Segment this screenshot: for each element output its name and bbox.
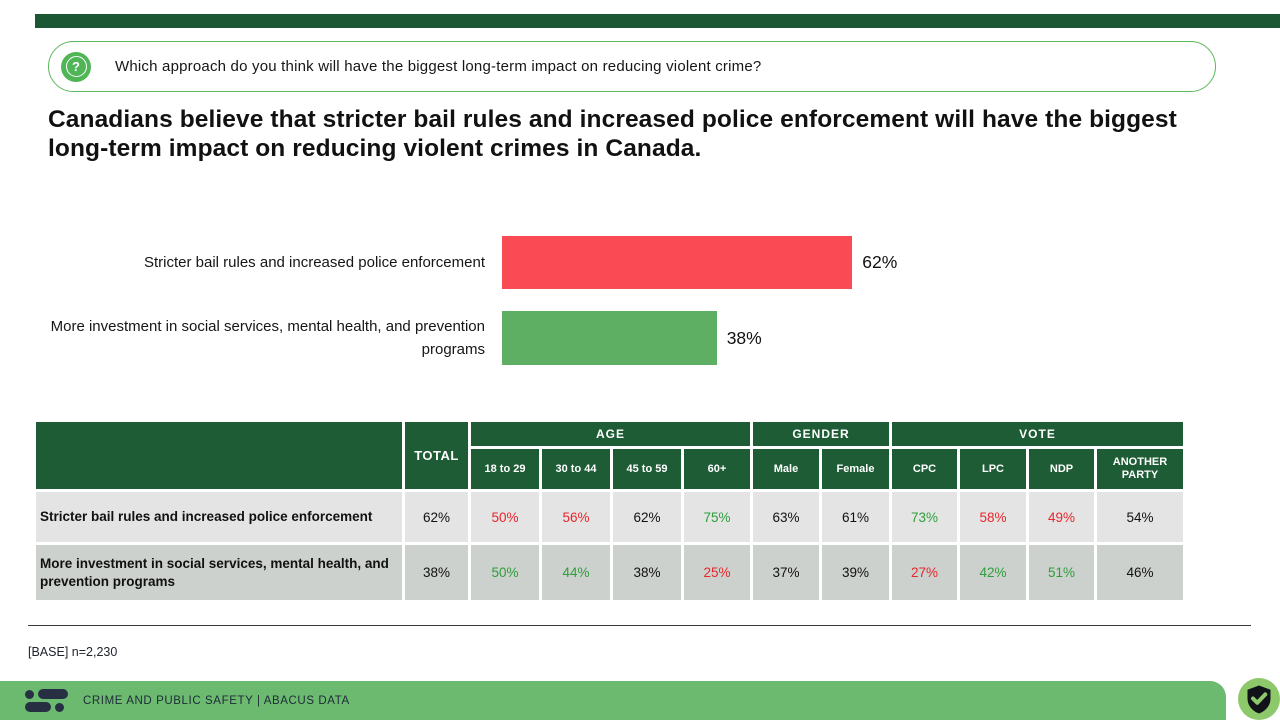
- cell-invest-female: 39%: [822, 545, 889, 600]
- cell-invest-45to59: 38%: [613, 545, 681, 600]
- table-row-investment: More investment in social services, ment…: [36, 545, 1183, 600]
- bar-label-investment: More investment in social services, ment…: [50, 317, 485, 358]
- header-cpc: CPC: [892, 449, 957, 489]
- cell-bail-male: 63%: [753, 492, 819, 542]
- header-lpc: LPC: [960, 449, 1026, 489]
- cell-invest-cpc: 27%: [892, 545, 957, 600]
- abacus-logo-row-top: [25, 689, 68, 699]
- shield-check-icon: [1238, 678, 1280, 720]
- cell-invest-male: 37%: [753, 545, 819, 600]
- header-group-vote: VOTE: [892, 422, 1183, 446]
- table-row-bail: Stricter bail rules and increased police…: [36, 492, 1183, 542]
- header-group-gender: GENDER: [753, 422, 889, 446]
- header-45to59: 45 to 59: [613, 449, 681, 489]
- cell-bail-lpc: 58%: [960, 492, 1026, 542]
- header-group-age: AGE: [471, 422, 750, 446]
- cell-bail-another: 54%: [1097, 492, 1183, 542]
- table-subheader-row: 18 to 29 30 to 44 45 to 59 60+ Male Fema…: [36, 449, 1183, 489]
- logo-dot: [55, 702, 64, 712]
- bar-bail: [502, 236, 853, 289]
- crosstab-table: TOTAL AGE GENDER VOTE 18 to 29 30 to 44 …: [33, 419, 1186, 603]
- report-title: CRIME AND PUBLIC SAFETY | ABACUS DATA: [83, 694, 350, 707]
- cell-invest-18to29: 50%: [471, 545, 539, 600]
- question-banner: ? Which approach do you think will have …: [48, 41, 1216, 92]
- header-30to44: 30 to 44: [542, 449, 610, 489]
- headline: Canadians believe that stricter bail rul…: [48, 106, 1177, 162]
- header-60plus: 60+: [684, 449, 750, 489]
- cell-bail-30to44: 56%: [542, 492, 610, 542]
- header-female: Female: [822, 449, 889, 489]
- cell-invest-total: 38%: [405, 545, 468, 600]
- cell-bail-ndp: 49%: [1029, 492, 1094, 542]
- question-mark-glyph: ?: [65, 56, 87, 77]
- bar-chart: Stricter bail rules and increased police…: [0, 236, 1280, 365]
- cell-invest-60plus: 25%: [684, 545, 750, 600]
- table-corner-cell: [36, 422, 402, 489]
- top-accent-bar: [35, 14, 1280, 28]
- question-mark-icon: ?: [61, 51, 91, 82]
- cell-invest-30to44: 44%: [542, 545, 610, 600]
- cell-bail-60plus: 75%: [684, 492, 750, 542]
- abacus-logo-row-bottom: [25, 702, 68, 712]
- header-18to29: 18 to 29: [471, 449, 539, 489]
- bar-investment: [502, 311, 717, 365]
- header-another-party: ANOTHER PARTY: [1097, 449, 1183, 489]
- bottom-title-bar: CRIME AND PUBLIC SAFETY | ABACUS DATA: [0, 681, 1226, 720]
- logo-bead: [38, 689, 68, 699]
- cell-bail-18to29: 50%: [471, 492, 539, 542]
- header-ndp: NDP: [1029, 449, 1094, 489]
- cell-invest-lpc: 42%: [960, 545, 1026, 600]
- table-group-header-row: TOTAL AGE GENDER VOTE: [36, 422, 1183, 489]
- header-total: TOTAL: [405, 422, 468, 489]
- footer-divider-line: [28, 625, 1251, 626]
- logo-dot: [25, 689, 34, 699]
- abacus-logo-icon: [25, 689, 68, 712]
- cell-bail-total: 62%: [405, 492, 468, 542]
- row-label-bail: Stricter bail rules and increased police…: [36, 492, 402, 542]
- cell-bail-cpc: 73%: [892, 492, 957, 542]
- bar-label-bail: Stricter bail rules and increased police…: [143, 253, 485, 271]
- row-label-investment: More investment in social services, ment…: [36, 545, 402, 600]
- chart-row-investment: More investment in social services, ment…: [0, 311, 1280, 365]
- question-text: Which approach do you think will have th…: [115, 58, 762, 75]
- base-note: [BASE] n=2,230: [28, 645, 118, 659]
- cell-invest-another: 46%: [1097, 545, 1183, 600]
- bar-value-investment: 38%: [726, 327, 762, 348]
- cell-bail-female: 61%: [822, 492, 889, 542]
- logo-bead: [25, 702, 51, 712]
- cell-bail-45to59: 62%: [613, 492, 681, 542]
- cell-invest-ndp: 51%: [1029, 545, 1094, 600]
- chart-row-bail: Stricter bail rules and increased police…: [0, 236, 1280, 289]
- header-male: Male: [753, 449, 819, 489]
- bar-value-bail: 62%: [862, 252, 898, 272]
